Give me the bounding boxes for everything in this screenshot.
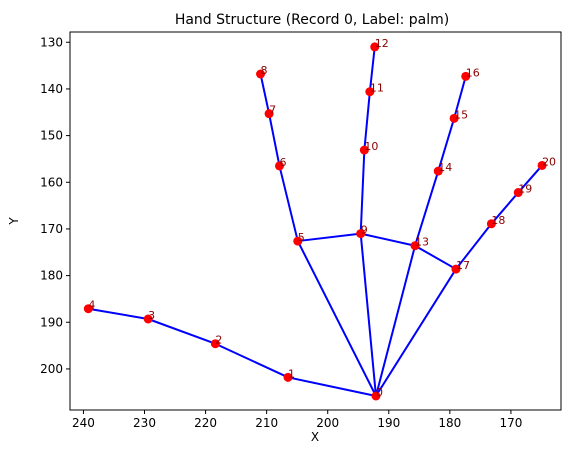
bone-line-7-8 [259, 73, 271, 115]
x-tick-label: 220 [194, 416, 217, 430]
chart-title: Hand Structure (Record 0, Label: palm) [175, 12, 449, 28]
landmark-label-17: 17 [456, 259, 470, 272]
landmark-point-15 [449, 113, 459, 123]
bone-line-10-11 [363, 90, 371, 152]
landmark-label-3: 3 [148, 309, 155, 322]
landmark-label-6: 6 [279, 156, 286, 169]
landmark-label-5: 5 [298, 231, 305, 244]
y-tick-label: 200 [40, 362, 63, 376]
landmark-label-4: 4 [88, 299, 95, 312]
landmark-point-3 [143, 314, 153, 324]
landmark-label-0: 0 [376, 386, 383, 399]
landmark-label-13: 13 [415, 236, 429, 249]
landmark-point-13 [410, 241, 420, 251]
landmark-label-7: 7 [269, 104, 276, 117]
x-tick-label: 210 [255, 416, 278, 430]
x-tick-label: 240 [72, 416, 95, 430]
bone-line-5-6 [278, 164, 299, 243]
y-tick-label: 130 [40, 35, 63, 49]
landmark-label-14: 14 [438, 161, 452, 174]
landmark-label-19: 19 [518, 183, 532, 196]
landmark-point-17 [451, 264, 461, 274]
x-tick-label: 190 [377, 416, 400, 430]
y-tick-label: 160 [40, 175, 63, 189]
landmark-point-14 [433, 166, 443, 176]
landmark-point-4 [83, 304, 93, 314]
bone-line-5-9 [296, 232, 362, 243]
bone-line-13-14 [414, 170, 440, 247]
bone-line-0-17 [374, 268, 457, 397]
bone-line-3-4 [87, 307, 150, 320]
bone-line-0-1 [287, 376, 377, 397]
landmark-label-10: 10 [364, 140, 378, 153]
markers-layer [83, 42, 547, 401]
x-axis: 240 230 220 210 200 190 180 170 [72, 410, 522, 430]
x-tick-label: 180 [438, 416, 461, 430]
landmark-label-11: 11 [370, 82, 384, 95]
bone-line-17-18 [454, 222, 493, 271]
landmark-point-8 [256, 69, 266, 79]
y-tick-label: 170 [40, 222, 63, 236]
landmark-label-8: 8 [261, 64, 268, 77]
landmark-point-7 [264, 109, 274, 119]
landmark-point-1 [283, 372, 293, 382]
bone-line-0-13 [374, 244, 417, 397]
x-axis-label: X [311, 430, 319, 444]
bone-line-13-17 [414, 244, 457, 271]
bone-line-18-19 [490, 191, 520, 225]
landmark-label-18: 18 [491, 214, 505, 227]
landmark-point-5 [293, 236, 303, 246]
landmark-point-9 [356, 229, 366, 239]
landmark-point-20 [537, 160, 547, 170]
bone-line-0-5 [296, 240, 377, 397]
bone-line-11-12 [368, 45, 376, 93]
landmark-point-16 [461, 71, 471, 81]
landmark-label-1: 1 [288, 367, 295, 380]
bone-line-19-20 [517, 164, 544, 194]
bone-line-14-15 [437, 117, 456, 173]
bone-line-1-2 [214, 342, 290, 379]
landmark-point-19 [513, 188, 523, 198]
y-tick-label: 180 [40, 269, 63, 283]
bone-line-15-16 [453, 75, 467, 120]
bone-line-9-10 [359, 149, 366, 235]
y-axis: 130 140 150 160 170 180 190 200 [40, 35, 70, 376]
x-tick-label: 230 [133, 416, 156, 430]
landmark-point-0 [371, 391, 381, 401]
landmark-label-2: 2 [215, 334, 222, 347]
landmark-point-12 [370, 42, 380, 52]
y-tick-label: 140 [40, 82, 63, 96]
landmark-label-15: 15 [454, 108, 468, 121]
landmark-point-11 [365, 87, 375, 97]
y-tick-label: 190 [40, 315, 63, 329]
landmark-label-20: 20 [542, 155, 556, 168]
y-tick-label: 150 [40, 129, 63, 143]
landmark-point-2 [210, 339, 220, 349]
bone-line-6-7 [268, 112, 281, 167]
axes-frame [69, 31, 562, 411]
x-tick-label: 200 [316, 416, 339, 430]
connections-layer [87, 45, 544, 397]
bone-line-9-13 [359, 232, 417, 247]
bone-line-2-3 [147, 318, 217, 345]
landmark-label-12: 12 [375, 37, 389, 50]
landmark-point-18 [486, 219, 496, 229]
landmark-point-6 [274, 161, 284, 171]
bone-line-0-9 [359, 232, 377, 397]
landmark-label-16: 16 [466, 66, 480, 79]
x-tick-label: 170 [499, 416, 522, 430]
y-axis-label: Y [7, 217, 21, 226]
landmark-label-9: 9 [361, 224, 368, 237]
landmark-point-10 [359, 145, 369, 155]
